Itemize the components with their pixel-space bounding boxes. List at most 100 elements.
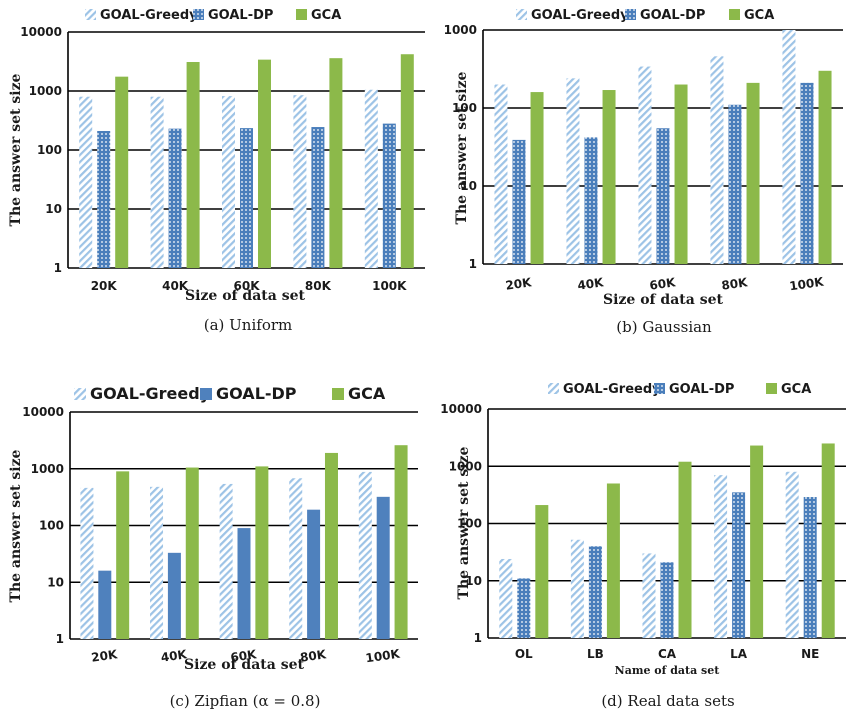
- legend-swatch: [332, 388, 344, 400]
- legend-label: GCA: [348, 384, 386, 403]
- bar-gca-ca: [678, 461, 692, 638]
- chart-panel-2: 1 10 100 1000 20K 40K 60K 80K 100K GOAL-Greedy GOA…: [444, 8, 843, 336]
- x-tick-label: 100K: [372, 279, 407, 293]
- bar-goal-dp-la: [732, 492, 746, 638]
- bar-goal-dp-80k: [728, 104, 742, 265]
- y-tick-label: 10: [47, 575, 64, 589]
- legend-swatch: [625, 9, 636, 20]
- bar-goal-dp-ca: [660, 562, 674, 638]
- bar-goal-greedy-60k: [638, 66, 652, 264]
- x-tick-label: 20K: [91, 279, 118, 293]
- y-tick-label: 1000: [444, 23, 477, 37]
- bar-goal-dp-60k: [240, 128, 253, 268]
- bar-goal-dp-60k: [237, 528, 251, 639]
- bar-goal-dp-40k: [167, 552, 181, 639]
- y-tick-label: 10: [45, 202, 62, 216]
- bar-goal-dp-20k: [97, 130, 111, 268]
- bar-goal-dp-20k: [512, 139, 526, 264]
- bar-goal-greedy-60k: [222, 96, 236, 268]
- bar-goal-dp-100k: [800, 82, 814, 264]
- legend-label: GCA: [781, 382, 811, 397]
- bar-goal-dp-ne: [803, 497, 817, 638]
- legend-label: GOAL-DP: [669, 382, 734, 397]
- bar-goal-dp-lb: [588, 546, 602, 638]
- legend-label: GOAL-DP: [216, 384, 297, 403]
- legend-swatch: [193, 9, 204, 20]
- legend-label: GOAL-DP: [208, 8, 273, 23]
- y-axis-title: The answer set size: [456, 446, 472, 599]
- legend-label: GOAL-Greedy: [90, 384, 211, 403]
- legend-label: GOAL-Greedy: [531, 8, 629, 23]
- y-tick-label: 1: [474, 631, 482, 645]
- bar-goal-dp-100k: [376, 496, 390, 639]
- y-tick-label: 100: [39, 519, 64, 533]
- bar-gca-20k: [530, 92, 544, 264]
- legend-swatch: [85, 9, 96, 20]
- legend-swatch: [296, 9, 307, 20]
- y-tick-label: 10: [460, 179, 477, 193]
- bar-gca-80k: [324, 452, 338, 639]
- bar-gca-40k: [602, 90, 616, 264]
- bar-goal-greedy-20k: [494, 84, 508, 265]
- legend-swatch: [654, 383, 665, 394]
- x-axis-title: Name of data set: [615, 664, 721, 677]
- y-tick-label: 1: [54, 261, 62, 275]
- legend-swatch: [200, 388, 212, 400]
- bar-goal-greedy-100k: [364, 89, 378, 268]
- x-axis-title: Size of data set: [603, 292, 723, 308]
- y-tick-label: 100: [457, 517, 482, 531]
- y-tick-label: 100: [452, 101, 477, 115]
- bar-gca-20k: [115, 76, 129, 268]
- x-tick-label: 80K: [721, 275, 749, 293]
- bar-goal-greedy-100k: [782, 30, 796, 264]
- panel-caption: (d) Real data sets: [601, 692, 734, 710]
- y-axis-title: The answer set size: [8, 449, 24, 602]
- legend-swatch: [729, 9, 740, 20]
- bar-goal-greedy-la: [714, 475, 728, 638]
- bar-gca-100k: [818, 70, 832, 264]
- x-tick-label: 100K: [788, 275, 825, 294]
- bar-goal-greedy-40k: [566, 78, 580, 264]
- bar-goal-greedy-40k: [150, 96, 164, 269]
- y-tick-label: 10000: [20, 25, 62, 39]
- bar-gca-la: [750, 445, 764, 638]
- bar-goal-dp-80k: [307, 509, 321, 639]
- bar-goal-dp-40k: [584, 137, 598, 264]
- x-tick-label: 80K: [305, 279, 332, 293]
- bar-goal-greedy-80k: [293, 95, 307, 269]
- bar-gca-60k: [674, 84, 688, 265]
- bar-gca-40k: [185, 467, 199, 639]
- legend-swatch: [516, 9, 527, 20]
- x-tick-label: 60K: [649, 275, 677, 293]
- y-tick-label: 100: [37, 143, 62, 157]
- bar-goal-greedy-100k: [358, 471, 372, 639]
- bar-goal-dp-100k: [382, 123, 396, 268]
- x-tick-label: 40K: [160, 647, 188, 665]
- bar-goal-greedy-20k: [79, 96, 93, 269]
- x-tick-label: 100K: [365, 647, 402, 666]
- y-tick-label: 1000: [29, 84, 62, 98]
- chart-panel-3: 1 10 100 1000 10000 20K 40K 60K 80K 100K GOAL-Gree…: [8, 384, 418, 710]
- bar-gca-100k: [400, 54, 414, 269]
- bar-goal-greedy-40k: [150, 486, 164, 639]
- bar-goal-dp-20k: [98, 570, 112, 639]
- x-axis-title: Size of data set: [185, 288, 305, 304]
- x-tick-label: 40K: [162, 279, 189, 293]
- y-tick-label: 1000: [31, 462, 64, 476]
- bar-goal-dp-40k: [168, 128, 182, 268]
- x-tick-label: 40K: [577, 275, 605, 293]
- legend-label: GOAL-Greedy: [563, 382, 661, 397]
- bar-gca-80k: [329, 58, 343, 268]
- x-tick-label: 60K: [234, 279, 261, 293]
- panel-caption: (a) Uniform: [204, 316, 293, 334]
- bar-goal-greedy-80k: [710, 56, 724, 265]
- legend-label: GCA: [311, 8, 341, 23]
- bar-gca-ne: [821, 443, 835, 638]
- legend-swatch: [74, 388, 86, 400]
- x-tick-label: LB: [587, 647, 604, 661]
- y-tick-label: 10000: [440, 402, 482, 416]
- bar-goal-greedy-ol: [499, 558, 513, 638]
- bar-goal-greedy-80k: [289, 478, 303, 639]
- legend-swatch: [548, 383, 559, 394]
